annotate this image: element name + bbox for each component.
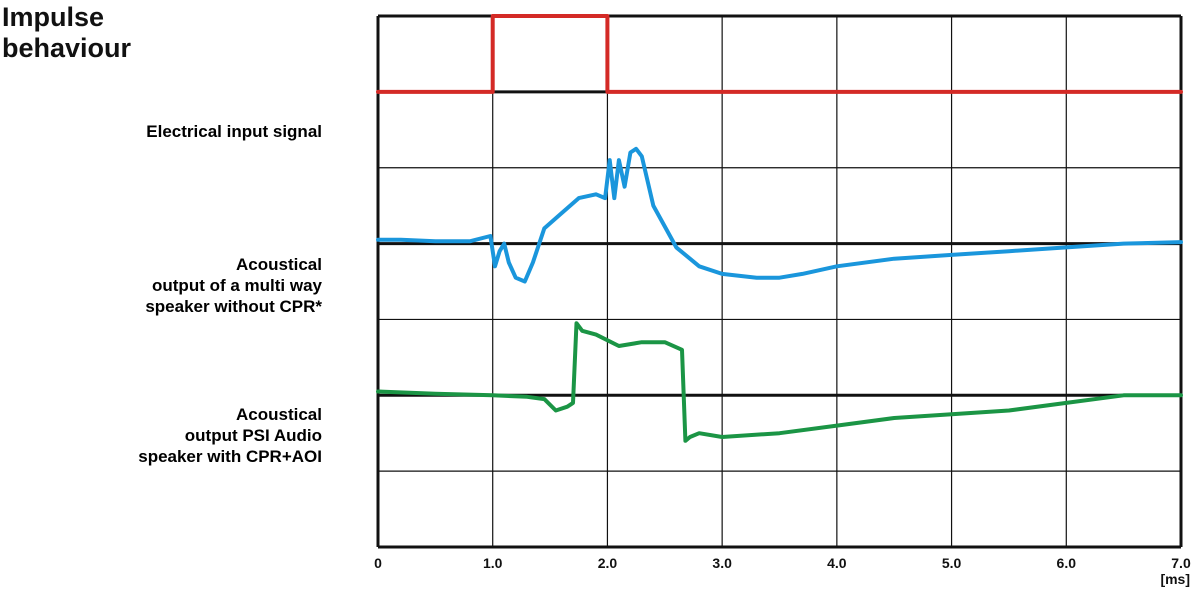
series-line-1: [376, 146, 1183, 284]
x-tick-labels-group: 0 1.0 2.0 3.0 4.0 5.0 6.0 7.0: [374, 555, 1191, 571]
series-line-0: [376, 14, 1183, 94]
grid-group: [376, 14, 1183, 549]
series-lines-group: [376, 14, 1183, 443]
x-tick-label: 1.0: [483, 555, 503, 571]
chart-title: Impulse behaviour: [2, 2, 132, 63]
x-tick-label: 5.0: [942, 555, 962, 571]
series-label-psi-audio: Acoustical output PSI Audio speaker with…: [138, 405, 322, 466]
series-label-input: Electrical input signal: [146, 122, 322, 141]
x-tick-label: 6.0: [1057, 555, 1077, 571]
x-tick-label: 7.0: [1171, 555, 1191, 571]
x-axis-unit: [ms]: [1160, 571, 1190, 587]
x-tick-label: 0: [374, 555, 382, 571]
x-tick-label: 2.0: [598, 555, 618, 571]
x-tick-label: 4.0: [827, 555, 847, 571]
series-line-2: [376, 321, 1183, 443]
series-label-multi-way: Acoustical output of a multi way speaker…: [145, 255, 322, 316]
x-tick-label: 3.0: [712, 555, 732, 571]
